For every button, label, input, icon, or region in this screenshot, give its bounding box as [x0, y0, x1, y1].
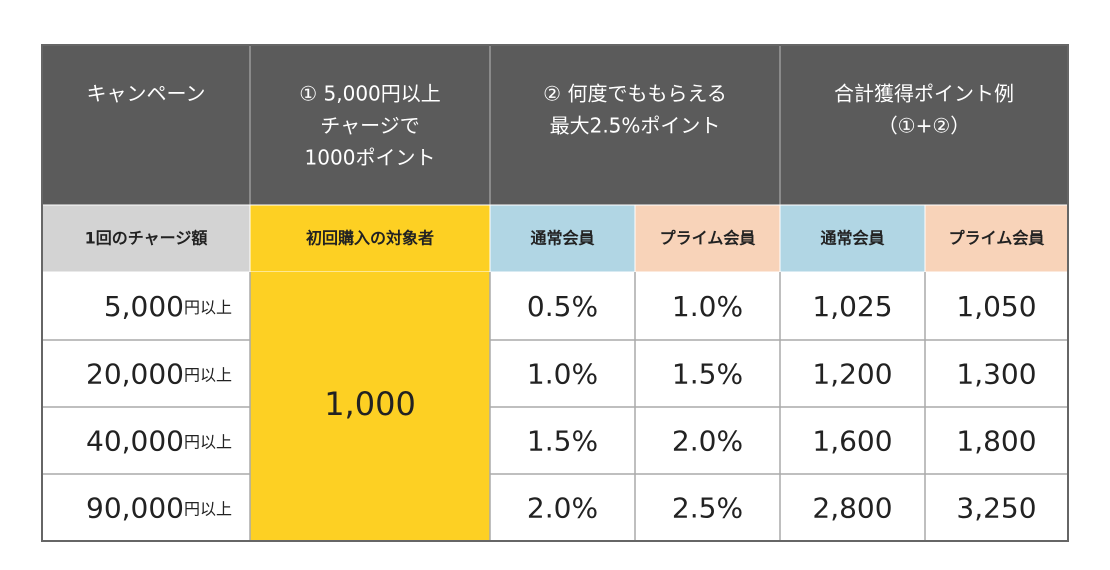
- charge-value: 40,000: [86, 425, 184, 458]
- charge-value: 5,000: [104, 290, 184, 323]
- header-text: キャンペーン: [87, 82, 206, 106]
- subheader-text: プライム会員: [660, 229, 756, 248]
- data-value: 0.5%: [527, 290, 598, 323]
- data-value: 1.5%: [672, 358, 743, 391]
- charge-value: 90,000: [86, 492, 184, 525]
- charge-unit: 円以上: [184, 365, 232, 384]
- header-background: [42, 45, 1068, 205]
- data-value: 2.0%: [672, 425, 743, 458]
- data-value: 1,200: [812, 358, 892, 391]
- header-text: ② 何度でももらえる: [543, 82, 727, 106]
- table-border: [41, 44, 1069, 542]
- data-value: 1.0%: [672, 290, 743, 323]
- data-value: 1,025: [812, 290, 892, 323]
- charge-amount: 20,000円以上: [86, 358, 232, 391]
- data-value: 1,800: [956, 425, 1036, 458]
- subheader-text: 通常会員: [820, 229, 884, 248]
- data-value: 2.5%: [672, 492, 743, 525]
- charge-amount: 5,000円以上: [104, 290, 232, 323]
- subheader-text: 初回購入の対象者: [306, 229, 434, 248]
- subheader-cell: [924, 204, 1069, 273]
- header-text: ① 5,000円以上: [299, 82, 441, 106]
- charge-amount: 40,000円以上: [86, 425, 232, 458]
- charge-unit: 円以上: [184, 432, 232, 451]
- subheader-cell: [634, 204, 781, 273]
- header-text: チャージで: [320, 114, 419, 138]
- data-value: 2,800: [812, 492, 892, 525]
- header-text: 1000ポイント: [305, 146, 436, 170]
- charge-unit: 円以上: [184, 499, 232, 518]
- bonus-value: 1,000: [324, 385, 416, 423]
- data-value: 2.0%: [527, 492, 598, 525]
- data-value: 1.0%: [527, 358, 598, 391]
- subheader-cell: [779, 204, 926, 273]
- subheader-text: プライム会員: [949, 229, 1045, 248]
- bonus-cell: [250, 272, 490, 541]
- data-value: 1,050: [956, 290, 1036, 323]
- subheader-cell: [41, 204, 251, 273]
- charge-amount: 90,000円以上: [86, 492, 232, 525]
- subheader-text: 通常会員: [530, 229, 594, 248]
- data-value: 1,300: [956, 358, 1036, 391]
- header-text: （①+②）: [878, 114, 971, 138]
- charge-value: 20,000: [86, 358, 184, 391]
- header-text: 合計獲得ポイント例: [834, 82, 1014, 106]
- subheader-text: 1回のチャージ額: [85, 229, 208, 248]
- data-value: 1,600: [812, 425, 892, 458]
- header-text: 最大2.5%ポイント: [550, 114, 721, 138]
- data-value: 3,250: [956, 492, 1036, 525]
- charge-unit: 円以上: [184, 298, 232, 317]
- data-value: 1.5%: [527, 425, 598, 458]
